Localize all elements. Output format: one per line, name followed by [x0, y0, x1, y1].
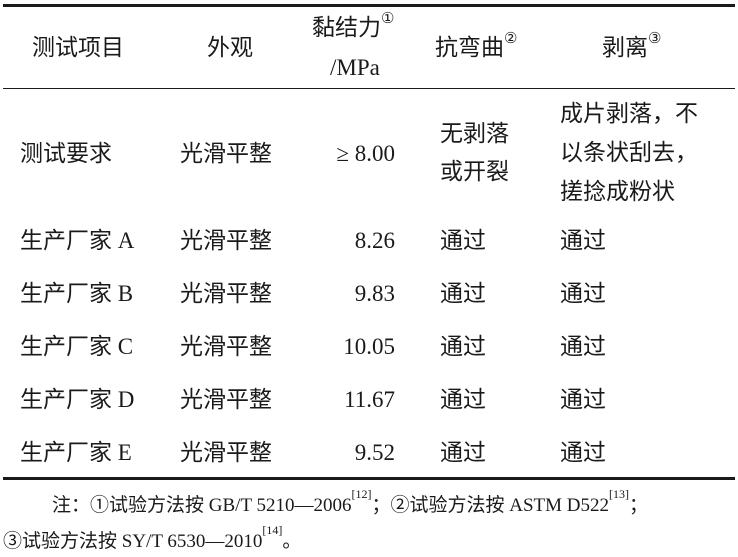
note-sep-1: ； — [371, 495, 391, 516]
note-2-ref: [13] — [608, 487, 629, 501]
requirement-bending-1: 无剥落 — [440, 121, 509, 146]
footnote-mark-3: ③ — [648, 31, 662, 47]
note-1-ref: [12] — [351, 487, 372, 501]
header-adhesion-label: 黏结力 — [312, 15, 381, 40]
requirement-peeling-3: 搓捻成粉状 — [560, 179, 675, 204]
requirement-adhesion: ≥ 8.00 — [336, 141, 395, 166]
footnote-mark-2: ② — [504, 31, 518, 47]
row-item: 生产厂家 A — [20, 228, 135, 253]
row-peeling: 通过 — [560, 228, 606, 253]
note-2: ②试验方法按 ASTM D522 — [390, 495, 609, 516]
row-adhesion: 8.26 — [354, 228, 395, 253]
header-bending-label: 抗弯曲 — [435, 35, 504, 60]
row-appearance: 光滑平整 — [180, 281, 272, 306]
header-appearance: 外观 — [207, 35, 253, 60]
note-1: ①试验方法按 GB/T 5210—2006 — [90, 495, 352, 516]
row-bending: 通过 — [440, 387, 486, 412]
bottom-rule — [3, 477, 735, 480]
row-adhesion: 9.83 — [354, 281, 395, 306]
table-note-line2: ③试验方法按 SY/T 6530—2010[14]。 — [3, 523, 302, 553]
requirement-peeling-2: 以条状刮去， — [560, 140, 698, 165]
row-adhesion: 11.67 — [344, 387, 395, 412]
header-adhesion: 黏结力① — [312, 12, 394, 40]
row-peeling: 通过 — [560, 440, 606, 465]
footnote-mark-1: ① — [381, 11, 395, 27]
row-bending: 通过 — [440, 281, 486, 306]
row-appearance: 光滑平整 — [180, 440, 272, 465]
row-item: 生产厂家 B — [20, 281, 134, 306]
row-peeling: 通过 — [560, 281, 606, 306]
row-peeling: 通过 — [560, 387, 606, 412]
header-adhesion-unit: /MPa — [330, 55, 380, 80]
row-item: 生产厂家 C — [20, 334, 134, 359]
header-peeling-label: 剥离 — [602, 35, 648, 60]
row-adhesion: 9.52 — [354, 440, 395, 465]
table-note-line1: 注：①试验方法按 GB/T 5210—2006[12]；②试验方法按 ASTM … — [52, 487, 648, 517]
top-rule — [3, 4, 735, 7]
row-bending: 通过 — [440, 334, 486, 359]
requirement-item: 测试要求 — [20, 141, 112, 166]
header-rule — [3, 88, 735, 89]
row-bending: 通过 — [440, 440, 486, 465]
note-3-ref: [14] — [262, 523, 283, 537]
row-bending: 通过 — [440, 228, 486, 253]
row-appearance: 光滑平整 — [180, 334, 272, 359]
row-appearance: 光滑平整 — [180, 387, 272, 412]
note-end: 。 — [282, 531, 302, 552]
row-appearance: 光滑平整 — [180, 228, 272, 253]
requirement-bending-2: 或开裂 — [440, 159, 509, 184]
row-peeling: 通过 — [560, 334, 606, 359]
row-item: 生产厂家 E — [20, 440, 132, 465]
note-sep-2: ； — [628, 495, 648, 516]
row-item: 生产厂家 D — [20, 387, 135, 412]
note-3: ③试验方法按 SY/T 6530—2010 — [3, 531, 263, 552]
note-prefix: 注： — [52, 495, 91, 516]
header-test-item: 测试项目 — [32, 35, 124, 60]
requirement-peeling-1: 成片剥落，不 — [560, 101, 698, 126]
header-bending: 抗弯曲② — [435, 32, 517, 60]
header-peeling: 剥离③ — [602, 32, 661, 60]
row-adhesion: 10.05 — [343, 334, 395, 359]
requirement-appearance: 光滑平整 — [180, 141, 272, 166]
